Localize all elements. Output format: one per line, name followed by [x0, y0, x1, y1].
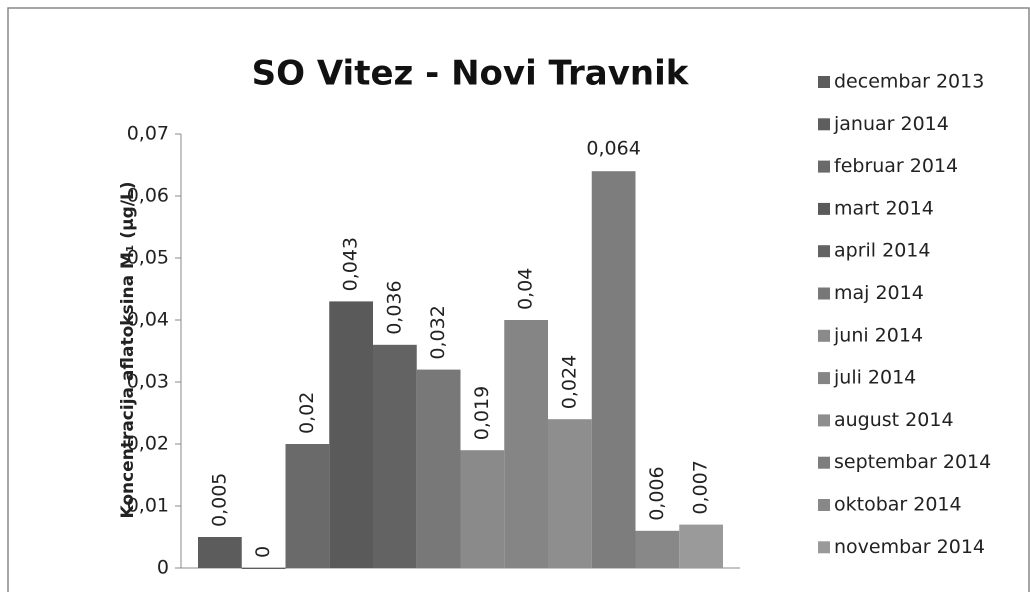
y-tick-label: 0,05	[127, 247, 169, 269]
legend-swatch	[818, 372, 830, 385]
legend-label: januar 2014	[833, 113, 949, 135]
y-tick-label: 0	[157, 557, 169, 579]
y-tick-label: 0,04	[127, 309, 169, 331]
data-label: 0,04	[515, 268, 537, 310]
legend-swatch	[818, 287, 830, 300]
bar	[548, 419, 592, 568]
legend-swatch	[818, 160, 830, 173]
legend-swatch	[818, 414, 830, 427]
legend-swatch	[818, 329, 830, 342]
data-label: 0,006	[646, 466, 668, 520]
legend-swatch	[818, 202, 830, 215]
bar	[198, 537, 242, 568]
legend-swatch	[818, 76, 830, 88]
legend-label: august 2014	[834, 409, 954, 431]
legend-label: oktobar 2014	[834, 494, 962, 516]
y-tick-label: 0,03	[127, 371, 169, 393]
legend-label: mart 2014	[834, 197, 934, 219]
data-label: 0,019	[471, 386, 493, 440]
bar	[504, 320, 548, 568]
bar	[591, 171, 636, 568]
legend-label: juni 2014	[833, 324, 923, 346]
legend-label: februar 2014	[834, 155, 958, 177]
bar	[241, 568, 286, 569]
y-tick-label: 0,06	[127, 185, 169, 207]
bar	[635, 530, 680, 568]
legend-label: decembar 2013	[834, 71, 984, 93]
bar	[373, 344, 417, 568]
y-tick-label: 0,02	[127, 433, 169, 455]
y-axis-label: Koncentracija aflatoksina M₁ (µg/L)	[118, 181, 138, 518]
bar	[285, 444, 330, 568]
legend-swatch	[818, 499, 830, 511]
legend-swatch	[818, 118, 830, 131]
legend-swatch	[818, 456, 830, 469]
legend-label: septembar 2014	[834, 451, 991, 473]
legend-label: novembar 2014	[834, 536, 985, 558]
legend-label: april 2014	[834, 240, 930, 262]
y-tick-label: 0,01	[127, 495, 169, 517]
data-label: 0,064	[586, 138, 640, 160]
legend-swatch	[818, 541, 830, 554]
bar	[329, 301, 373, 568]
legend-label: maj 2014	[834, 282, 924, 304]
data-label: 0	[252, 546, 274, 558]
data-label: 0,005	[208, 473, 230, 527]
bar	[416, 369, 461, 568]
data-label: 0,02	[296, 392, 318, 434]
y-tick-label: 0,07	[127, 123, 169, 145]
data-label: 0,007	[690, 460, 712, 514]
bar	[679, 524, 723, 568]
legend-label: juli 2014	[833, 367, 916, 389]
data-label: 0,043	[340, 237, 362, 291]
data-label: 0,032	[427, 305, 449, 359]
bar	[460, 450, 505, 568]
data-label: 0,024	[558, 355, 580, 409]
data-label: 0,036	[383, 280, 405, 334]
chart-title: SO Vitez - Novi Travnik	[252, 54, 690, 94]
legend-swatch	[818, 245, 830, 258]
